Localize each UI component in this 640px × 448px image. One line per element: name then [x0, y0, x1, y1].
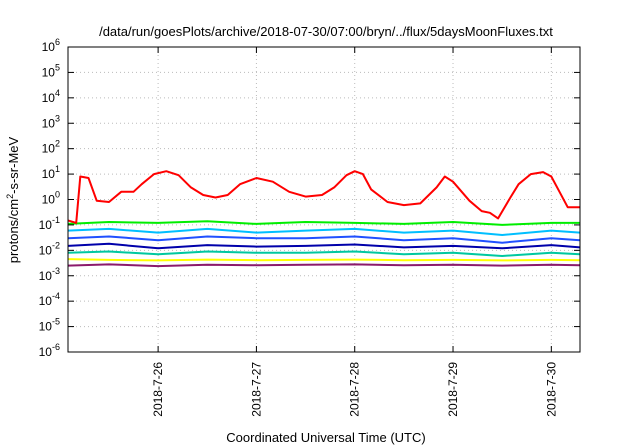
series-line [67, 220, 580, 226]
axis-ticks: 106 105 104 103 102 101 100 10-1 10-2 10-3 10-4 10-… [39, 37, 580, 417]
y-tick-label: 100 [42, 190, 60, 207]
series-line [67, 170, 580, 224]
y-tick-label: 10-3 [39, 266, 60, 283]
grid-lines [68, 47, 580, 352]
series-line [67, 242, 581, 250]
chart-title: /data/run/goesPlots/archive/2018-07-30/0… [99, 24, 553, 39]
x-tick-label: 2018-7-29 [446, 362, 460, 417]
x-tick-label: 2018-7-28 [348, 362, 362, 417]
series-line [67, 263, 581, 268]
y-tick-label: 10-5 [39, 317, 60, 334]
y-tick-label: 104 [42, 88, 60, 105]
y-tick-label: 10-6 [39, 342, 60, 359]
data-series [67, 170, 581, 268]
series-line [67, 227, 581, 236]
series-line [67, 258, 581, 262]
series-line [67, 235, 581, 244]
y-axis-label: protons/cm2-s-sr-MeV [5, 136, 21, 263]
y-tick-label: 102 [42, 139, 60, 156]
y-tick-label: 10-2 [39, 240, 60, 257]
y-tick-label: 105 [42, 62, 60, 79]
y-tick-label: 10-1 [39, 215, 60, 232]
x-tick-label: 2018-7-27 [249, 362, 263, 417]
y-tick-label: 106 [42, 37, 60, 54]
y-tick-label: 101 [42, 164, 60, 181]
y-tick-label: 10-4 [39, 291, 60, 308]
x-tick-label: 2018-7-30 [544, 362, 558, 417]
y-tick-label: 103 [42, 113, 60, 130]
x-axis-label: Coordinated Universal Time (UTC) [226, 430, 425, 445]
series-line [67, 250, 581, 257]
x-tick-label: 2018-7-26 [151, 362, 165, 417]
